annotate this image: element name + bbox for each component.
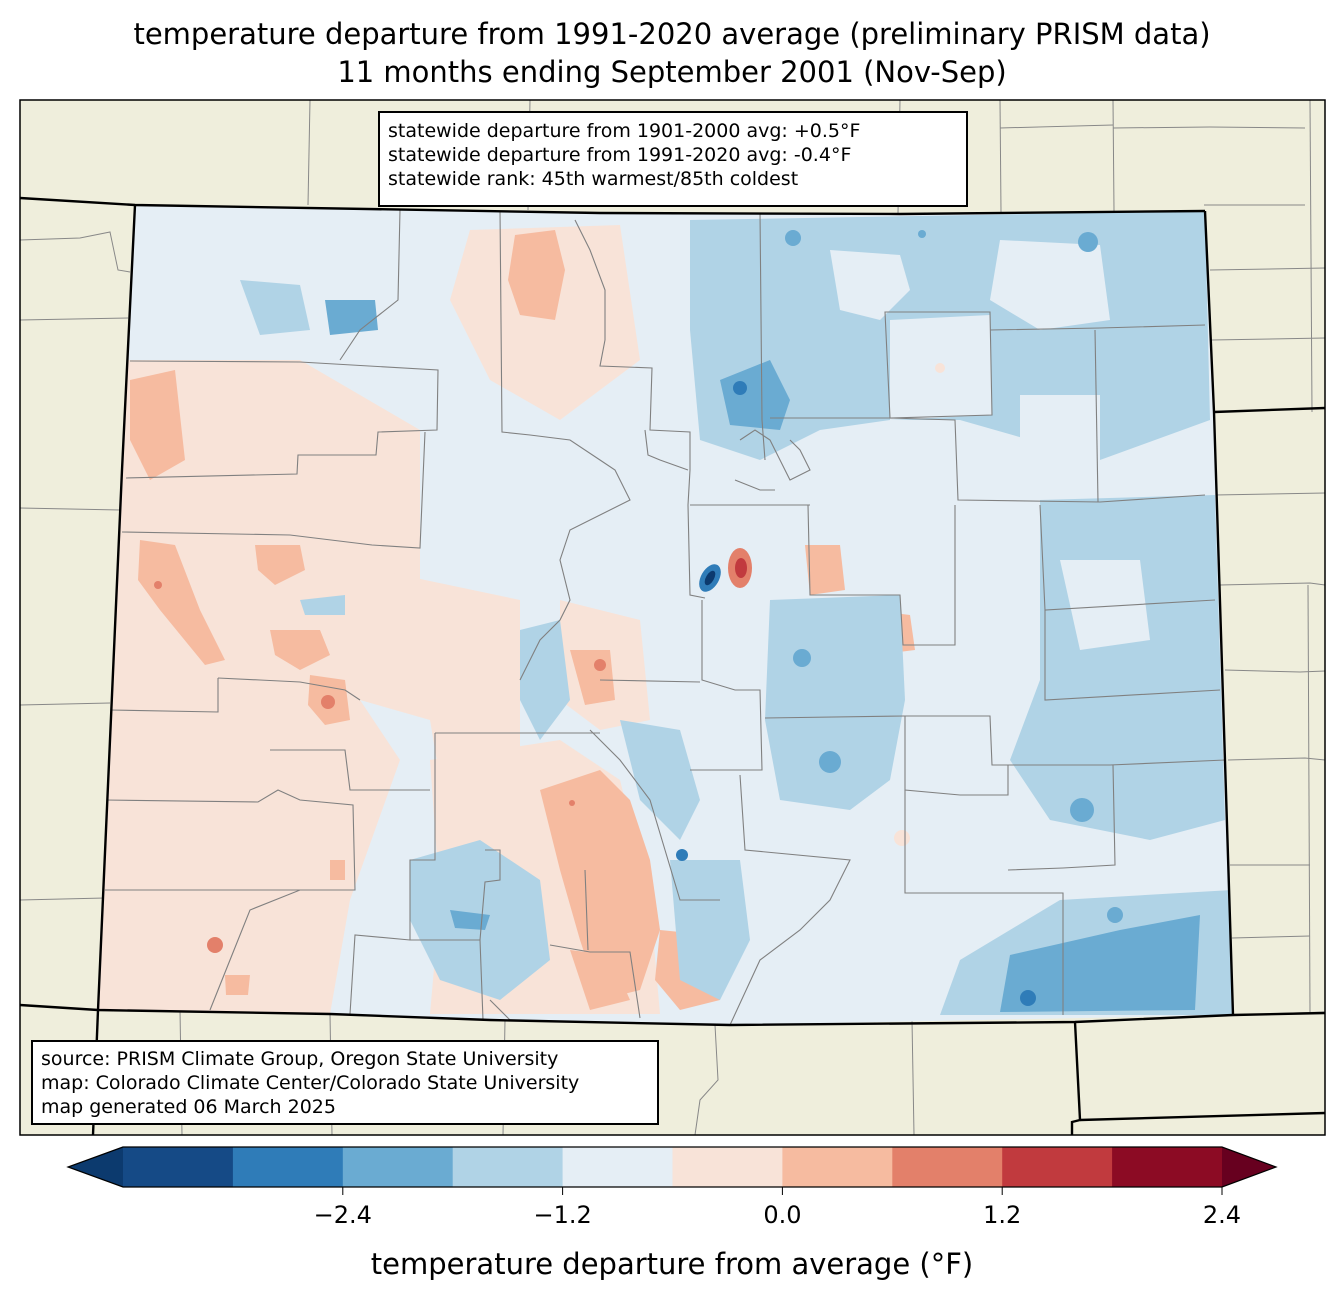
colorbar-bin — [892, 1147, 1003, 1187]
colorbar-bin — [1002, 1147, 1113, 1187]
statewide-stats-box: statewide departure from 1901-2000 avg: … — [378, 111, 968, 207]
colorbar-tick-label: 0.0 — [763, 1201, 801, 1229]
colorbar-bin — [232, 1147, 344, 1187]
colorbar-bin — [452, 1147, 564, 1187]
colorbar-bin — [672, 1147, 783, 1187]
colorbar-bin — [782, 1147, 893, 1187]
stats-line-1991-2020: statewide departure from 1991-2020 avg: … — [388, 144, 852, 166]
source-line-prism: source: PRISM Climate Group, Oregon Stat… — [41, 1048, 559, 1070]
source-line-map: map: Colorado Climate Center/Colorado St… — [41, 1072, 580, 1094]
colorbar-tick-label: 2.4 — [1203, 1201, 1241, 1229]
map-frame — [19, 99, 1326, 1136]
colorbar: −2.4 −1.2 0.0 1.2 2.4 temperature departure f… — [66, 1146, 1278, 1281]
colorbar-tick-label: 1.2 — [983, 1201, 1021, 1229]
colorbar-extend-high — [1222, 1147, 1276, 1187]
state-borders — [19, 196, 1326, 1136]
source-line-generated: map generated 06 March 2025 — [41, 1096, 336, 1118]
stats-line-1901-2000: statewide departure from 1901-2000 avg: … — [388, 120, 861, 142]
colorbar-bin — [342, 1147, 454, 1187]
map-subtitle: 11 months ending September 2001 (Nov-Sep… — [337, 55, 1007, 89]
source-box: source: PRISM Climate Group, Oregon Stat… — [31, 1040, 659, 1125]
map-title: temperature departure from 1991-2020 ave… — [133, 17, 1211, 51]
colorbar-tick-label: −1.2 — [533, 1201, 591, 1229]
county-lines — [104, 209, 1226, 1025]
colorbar-tick-label: −2.4 — [314, 1201, 372, 1229]
colorbar-bin — [123, 1147, 234, 1187]
stats-line-rank: statewide rank: 45th warmest/85th coldes… — [388, 168, 799, 190]
colorbar-extend-low — [68, 1147, 123, 1187]
colorbar-bin — [1112, 1147, 1223, 1187]
temperature-field — [98, 205, 1233, 1025]
colorbar-label: temperature departure from average (°F) — [371, 1247, 973, 1281]
colorbar-bin — [562, 1147, 673, 1187]
